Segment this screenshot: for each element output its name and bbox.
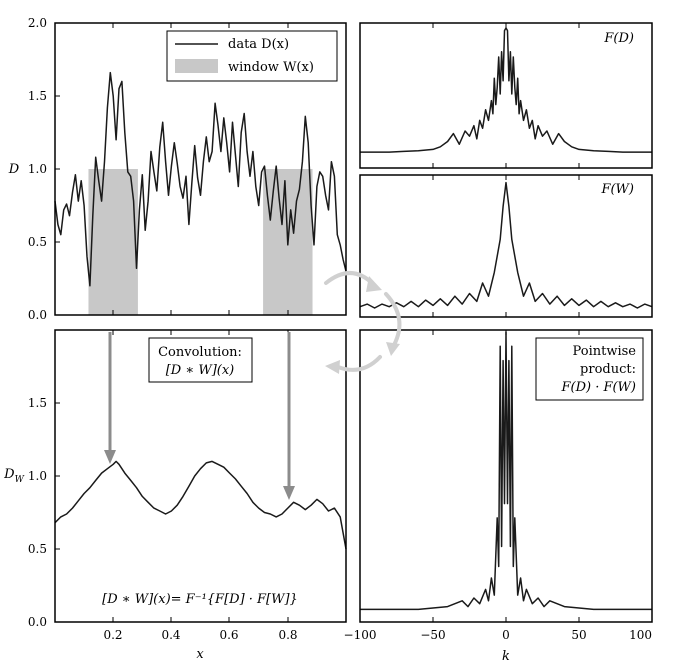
legend-window-swatch	[175, 59, 218, 73]
ytick-label: 1.0	[28, 162, 47, 176]
ytick-label: 2.0	[28, 16, 47, 30]
xtick-label: 100	[629, 628, 652, 642]
convolution-title: Convolution:	[158, 345, 242, 360]
ytick-label: 0.5	[28, 542, 47, 556]
data-curve	[54, 71, 347, 287]
ft-data-label: F(D)	[603, 31, 634, 46]
data-panel-ticks	[55, 22, 289, 315]
arrow-head-icon	[325, 360, 340, 374]
x-axis-label: x	[196, 647, 204, 662]
y-axis-label: DW	[3, 467, 24, 485]
y-axis-label: D	[8, 162, 20, 177]
cycle-arrow-right	[384, 292, 402, 347]
ft-window-curve	[359, 181, 653, 309]
legend: data D(x) window W(x)	[166, 30, 338, 82]
xtick-label: 0	[502, 628, 510, 642]
product-label-1: Pointwise	[573, 344, 637, 359]
ytick-label: 0.0	[28, 615, 47, 629]
window-arrows	[104, 332, 295, 500]
arrow-head-icon	[283, 486, 295, 500]
ft-window-ticks	[432, 175, 580, 317]
product-label-3: F(D) · F(W)	[560, 380, 636, 395]
data-panel: 2.0 1.5 1.0 0.5 0.0 D data D(x) window W…	[8, 16, 347, 322]
convolution-formula: [D ∗ W](x)= F⁻¹{F[D] · F[W]}	[102, 592, 298, 607]
product-label-2: product:	[580, 362, 636, 377]
ytick-label: 1.5	[28, 396, 47, 410]
arrow-head-icon	[366, 276, 382, 292]
cycle-arrow-top	[324, 271, 376, 287]
product-box	[535, 337, 644, 401]
arrow-head-icon	[386, 342, 400, 356]
product-panel: Pointwise product: F(D) · F(W) −100 −50 …	[344, 329, 653, 664]
convolution-expression: [D ∗ W](x)	[166, 363, 235, 378]
xtick-label: 0.8	[278, 628, 297, 642]
xtick-label: 0.2	[103, 628, 122, 642]
xtick-label: 0.4	[161, 628, 180, 642]
cycle-arrow-bottom	[336, 355, 382, 372]
legend-entry-window: window W(x)	[228, 60, 314, 75]
xtick-label: 50	[571, 628, 586, 642]
xtick-label: −50	[420, 628, 445, 642]
ft-data-ticks	[432, 23, 580, 168]
ytick-label: 1.0	[28, 469, 47, 483]
legend-entry-data: data D(x)	[228, 37, 289, 52]
x-axis-label: k	[502, 649, 510, 664]
convolution-box	[148, 337, 253, 383]
xtick-label: 0.6	[219, 628, 238, 642]
ytick-label: 0.0	[28, 308, 47, 322]
cycle-arrows	[324, 271, 402, 372]
xtick-label: −100	[344, 628, 377, 642]
arrow-head-icon	[104, 450, 116, 464]
convolution-curve	[54, 460, 347, 550]
ft-window-panel: F(W)	[359, 174, 653, 318]
ft-data-curve	[360, 27, 652, 153]
ft-window-label: F(W)	[600, 182, 634, 197]
product-ticks	[432, 330, 580, 622]
ytick-label: 1.5	[28, 89, 47, 103]
ft-data-panel: F(D)	[359, 22, 653, 169]
convolution-panel: 1.5 1.0 0.5 0.0 0.2 0.4 0.6 0.8 x DW Con…	[3, 329, 347, 662]
ytick-label: 0.5	[28, 235, 47, 249]
window-rect-1	[88, 169, 138, 315]
cycle-arrow-heads	[325, 276, 400, 374]
